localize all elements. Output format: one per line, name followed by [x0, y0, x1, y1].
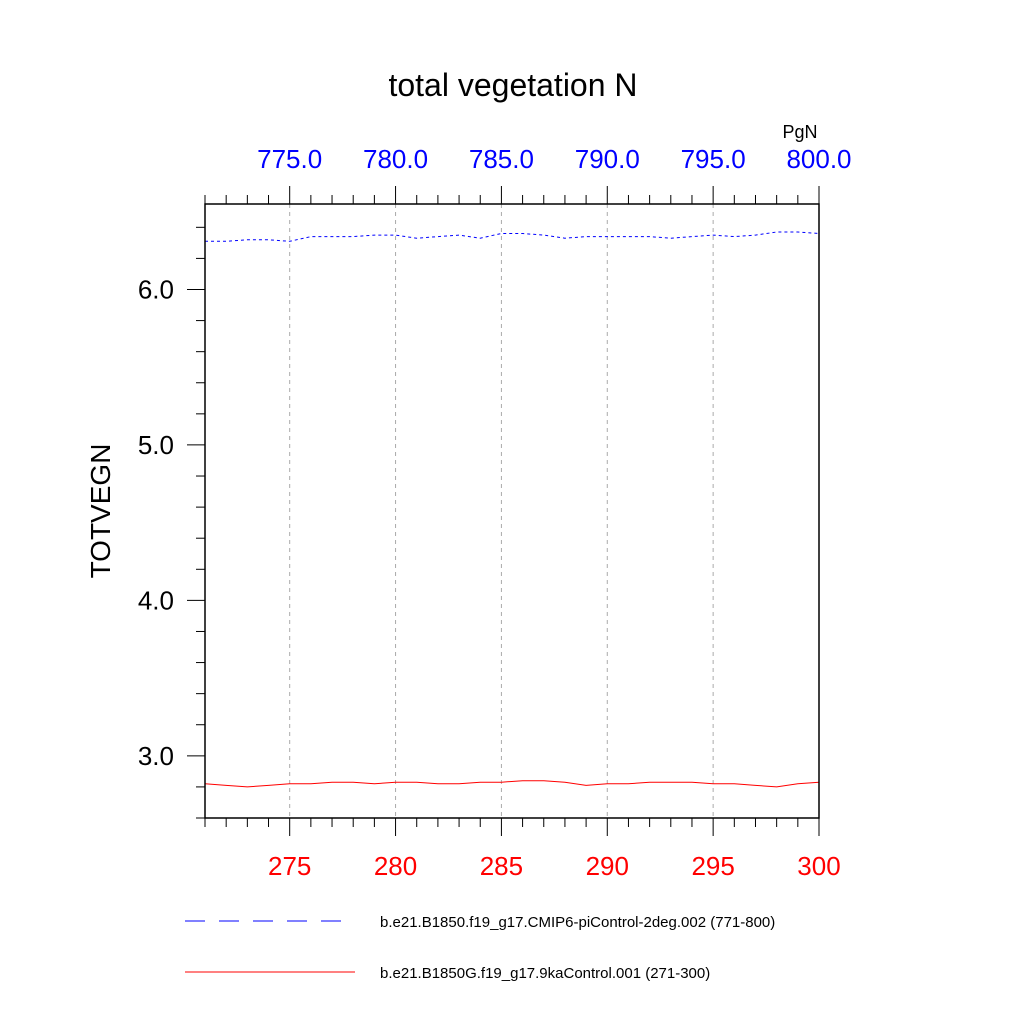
series-line-9kaControl: [204, 780, 820, 788]
x-bottom-tick-label: 285: [480, 851, 523, 881]
y-tick-label: 5.0: [138, 430, 174, 460]
y-tick-label: 3.0: [138, 741, 174, 771]
x-bottom-tick-label: 300: [797, 851, 840, 881]
x-top-tick-label: 795.0: [681, 144, 746, 174]
units-label: PgN: [782, 122, 817, 142]
y-axis-label: TOTVEGN: [85, 444, 116, 579]
x-bottom-tick-label: 275: [268, 851, 311, 881]
legend-label: b.e21.B1850G.f19_g17.9kaControl.001 (271…: [380, 965, 710, 982]
plot-frame: [204, 203, 820, 819]
x-top-tick-label: 785.0: [469, 144, 534, 174]
x-top-tick-label: 780.0: [363, 144, 428, 174]
legend-label: b.e21.B1850.f19_g17.CMIP6-piControl-2deg…: [380, 914, 775, 931]
grid: [289, 204, 714, 818]
legend: b.e21.B1850.f19_g17.CMIP6-piControl-2deg…: [185, 914, 775, 982]
chart-title: total vegetation N: [388, 67, 637, 103]
x-bottom-tick-label: 280: [374, 851, 417, 881]
y-tick-label: 4.0: [138, 585, 174, 615]
series-line-piControl: [205, 231, 820, 242]
x-top-tick-label: 775.0: [257, 144, 322, 174]
axis-ticks: [187, 186, 820, 836]
series-lines: [204, 231, 820, 788]
x-top-tick-label: 800.0: [786, 144, 851, 174]
x-bottom-tick-label: 295: [691, 851, 734, 881]
x-bottom-tick-label: 290: [586, 851, 629, 881]
x-top-tick-label: 790.0: [575, 144, 640, 174]
y-tick-label: 6.0: [138, 274, 174, 304]
tick-labels: 275 280 285 290 295 300 775.0 780.0 785.0 790.0 79…: [138, 144, 852, 881]
